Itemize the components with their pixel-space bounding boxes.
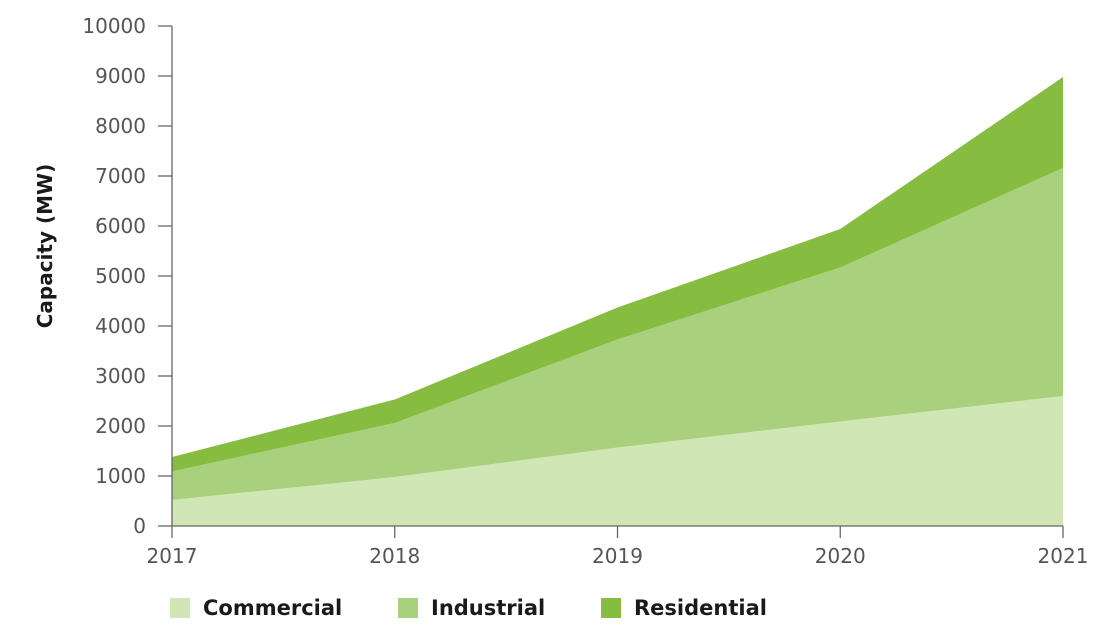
areas-layer xyxy=(172,77,1063,526)
x-tick-label: 2017 xyxy=(147,544,198,568)
y-tick-label: 1000 xyxy=(95,464,146,488)
x-tick-label: 2018 xyxy=(369,544,420,568)
y-axis-title: Capacity (MW) xyxy=(33,164,57,329)
legend-item-industrial: Industrial xyxy=(398,593,545,623)
legend-label-commercial: Commercial xyxy=(203,596,343,620)
y-tick-label: 3000 xyxy=(95,364,146,388)
y-tick-label: 5000 xyxy=(95,264,146,288)
x-tick-labels: 2017 2018 2019 2020 2021 xyxy=(147,544,1089,568)
axis-layer xyxy=(158,25,1064,538)
area-industrial xyxy=(172,168,1063,500)
y-tick-labels: 0 1000 2000 3000 4000 5000 6000 7000 8000 9000 100… xyxy=(82,14,146,538)
y-tick-label: 4000 xyxy=(95,314,146,338)
y-tick-label: 7000 xyxy=(95,164,146,188)
y-tick-label: 2000 xyxy=(95,414,146,438)
y-tick-label: 6000 xyxy=(95,214,146,238)
y-tick-label: 0 xyxy=(133,514,146,538)
legend-swatch-commercial xyxy=(170,598,190,618)
legend-swatch-industrial xyxy=(398,598,418,618)
y-tick-label: 10000 xyxy=(82,14,146,38)
x-tick-label: 2021 xyxy=(1038,544,1089,568)
y-tick-label: 8000 xyxy=(95,114,146,138)
area-commercial xyxy=(172,396,1063,526)
legend-label-industrial: Industrial xyxy=(431,596,546,620)
x-tick-label: 2020 xyxy=(815,544,866,568)
legend-label-residential: Residential xyxy=(634,596,767,620)
legend: Commercial Industrial Residential xyxy=(170,593,790,623)
x-tick-label: 2019 xyxy=(592,544,643,568)
legend-item-residential: Residential xyxy=(601,593,767,623)
legend-swatch-residential xyxy=(601,598,621,618)
y-tick-label: 9000 xyxy=(95,64,146,88)
legend-item-commercial: Commercial xyxy=(170,593,342,623)
